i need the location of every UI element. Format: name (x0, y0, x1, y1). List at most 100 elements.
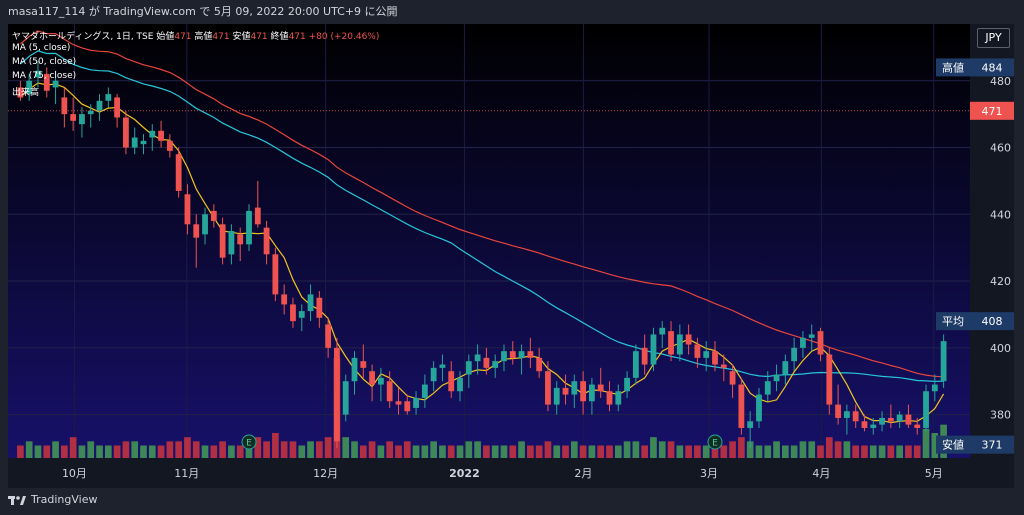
tradingview-logo[interactable]: TradingView (8, 493, 97, 506)
candle-body (70, 114, 77, 121)
price-tag-label: 安値 (942, 438, 964, 452)
volume-bar (52, 441, 59, 458)
volume-bar (843, 441, 851, 458)
close-label: 終値 (270, 32, 289, 42)
candle-body (360, 361, 367, 368)
price-chart[interactable]: 380 400 420 440 460 480 10月 11月 12月 2022 2月 3月 4月 5月 E… (8, 24, 1014, 488)
volume-bar (518, 441, 525, 458)
candle-body (290, 304, 296, 322)
candle-body (527, 351, 534, 358)
candle-body (720, 364, 727, 368)
price-tag-bg (970, 435, 1014, 454)
volume-bar (245, 441, 253, 458)
candle-body (114, 97, 121, 118)
volume-bar (694, 445, 701, 458)
ma75-legend[interactable]: MA (75, close) (12, 71, 77, 81)
volume-bar (808, 441, 816, 458)
candle-body (175, 154, 182, 191)
volume-bar (236, 445, 244, 458)
volume-bar (474, 441, 481, 458)
volume-bar (641, 445, 649, 458)
volume-bar (148, 445, 156, 458)
volume-bar (439, 445, 446, 458)
volume-bar (351, 441, 358, 458)
volume-bar (272, 433, 279, 458)
candle-body (377, 377, 384, 385)
volume-bar (799, 441, 807, 458)
currency-button[interactable]: JPY (977, 28, 1010, 48)
candle-body (756, 394, 762, 422)
volume-legend[interactable]: 出来高 (12, 88, 40, 98)
ma75-line (20, 30, 944, 378)
volume-bar (817, 445, 824, 458)
volume-bar (896, 445, 903, 458)
x-tick-label: 11月 (174, 467, 199, 480)
event-marker (707, 434, 723, 450)
candle-body (395, 401, 402, 405)
volume-bar (456, 445, 464, 458)
candle-body (421, 384, 428, 398)
candle-body (843, 411, 850, 418)
price-tag-value: 471 (982, 105, 1003, 118)
candle-body (35, 70, 41, 78)
candle-body (184, 194, 191, 225)
candle-body (219, 224, 226, 258)
candle-body (246, 210, 252, 245)
candle-body (896, 414, 903, 422)
y-tick-label: 380 (990, 409, 1011, 422)
low-value: 471 (250, 32, 268, 42)
candle-body (624, 377, 630, 392)
price-axis-background (970, 24, 1014, 488)
x-tick-label: 10月 (62, 467, 87, 480)
candle-body (501, 351, 507, 362)
volume-bar (650, 437, 657, 458)
volume-bar (412, 445, 420, 458)
candle-body (202, 214, 208, 235)
y-tick-label: 400 (990, 342, 1011, 355)
y-tick-label: 440 (990, 208, 1011, 221)
volume-bar (131, 441, 139, 458)
candle-body (773, 374, 780, 382)
price-tag-label-bg (936, 312, 970, 331)
candle-body (852, 411, 859, 422)
ma5-legend[interactable]: MA (5, close) (12, 43, 71, 53)
volume-bar (386, 441, 394, 458)
volume-bar (922, 428, 930, 458)
volume-bar (87, 441, 95, 458)
volume-bar (157, 445, 165, 458)
candle-body (826, 354, 833, 405)
candle-body (413, 397, 419, 408)
x-tick-label: 4月 (812, 467, 830, 480)
high-value: 471 (212, 32, 230, 42)
volume-bar (509, 445, 517, 458)
candle-body (782, 361, 789, 375)
volume-bar (25, 441, 33, 458)
chart-area[interactable]: 380 400 420 440 460 480 10月 11月 12月 2022 2月 3月 4月 5月 E… (8, 24, 1014, 488)
tradingview-logo-icon (8, 495, 26, 505)
candle-body (79, 114, 85, 125)
candle-body (123, 117, 129, 148)
volume-bar (764, 445, 772, 458)
candle-body (386, 381, 393, 402)
volume-bar (588, 445, 596, 458)
candle-body (589, 384, 595, 402)
volume-bar (905, 445, 912, 458)
candle-body (800, 337, 806, 348)
candle-body (166, 140, 173, 151)
candle-body (26, 80, 33, 95)
candle-body (17, 87, 24, 98)
legend-title-row: ヤマダホールディングス, 1日, TSE 始値471 高値471 安値471 終… (12, 29, 379, 42)
ma50-legend[interactable]: MA (50, close) (12, 57, 77, 67)
event-marker-label: E (712, 439, 718, 449)
candle-body (334, 347, 340, 442)
candle-body (694, 344, 701, 358)
volume-bar (553, 445, 561, 458)
time-axis-background (8, 458, 970, 488)
volume-bar (377, 445, 385, 458)
candle-body (685, 334, 692, 345)
ma50-line (20, 50, 944, 383)
volume-bar (263, 441, 270, 458)
volume-bar (606, 445, 613, 458)
ma5-line (19, 82, 945, 424)
volume-bar (69, 437, 77, 458)
